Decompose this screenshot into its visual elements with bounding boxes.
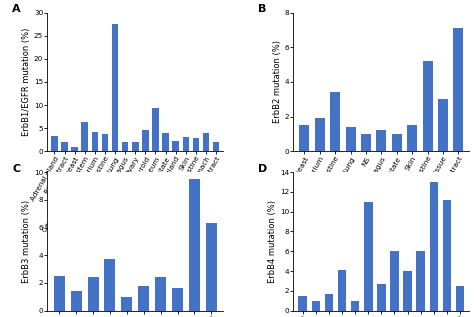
- Bar: [91, 132, 98, 151]
- Bar: [403, 271, 412, 311]
- Bar: [155, 277, 166, 311]
- Bar: [454, 28, 464, 151]
- Bar: [82, 122, 88, 151]
- Bar: [72, 147, 78, 151]
- Bar: [138, 286, 149, 311]
- Bar: [438, 99, 448, 151]
- Bar: [390, 251, 399, 311]
- Bar: [122, 142, 128, 151]
- Bar: [377, 284, 386, 311]
- Y-axis label: ErbB2 mutation (%): ErbB2 mutation (%): [273, 41, 282, 124]
- Bar: [364, 202, 373, 311]
- Bar: [132, 142, 138, 151]
- Bar: [192, 138, 199, 151]
- Bar: [112, 24, 118, 151]
- Bar: [392, 134, 402, 151]
- Bar: [443, 200, 451, 311]
- Text: D: D: [258, 164, 268, 174]
- Bar: [376, 131, 386, 151]
- Bar: [299, 296, 307, 311]
- Bar: [88, 277, 99, 311]
- Bar: [299, 125, 310, 151]
- Bar: [351, 301, 359, 311]
- Bar: [102, 134, 108, 151]
- Bar: [121, 297, 132, 311]
- Bar: [213, 142, 219, 151]
- Bar: [162, 133, 169, 151]
- Text: C: C: [12, 164, 20, 174]
- Bar: [407, 125, 417, 151]
- Bar: [423, 61, 433, 151]
- Bar: [152, 108, 159, 151]
- Bar: [361, 134, 371, 151]
- Bar: [182, 137, 189, 151]
- Bar: [417, 251, 425, 311]
- Bar: [104, 259, 116, 311]
- Y-axis label: ErbB3 mutation (%): ErbB3 mutation (%): [22, 200, 31, 283]
- Bar: [172, 288, 183, 311]
- Bar: [325, 294, 333, 311]
- Bar: [203, 133, 210, 151]
- Bar: [189, 179, 200, 311]
- Y-axis label: ErbB1/EGFR mutation (%): ErbB1/EGFR mutation (%): [22, 28, 31, 136]
- Bar: [346, 127, 356, 151]
- Bar: [315, 118, 325, 151]
- Bar: [330, 92, 340, 151]
- Bar: [54, 276, 65, 311]
- Text: A: A: [12, 4, 21, 14]
- Bar: [142, 130, 149, 151]
- Bar: [429, 182, 438, 311]
- Bar: [206, 223, 217, 311]
- Bar: [61, 142, 68, 151]
- Text: B: B: [258, 4, 267, 14]
- Bar: [71, 291, 82, 311]
- Bar: [51, 137, 58, 151]
- Bar: [456, 286, 465, 311]
- Bar: [338, 270, 346, 311]
- Y-axis label: ErbB4 mutation (%): ErbB4 mutation (%): [268, 200, 277, 283]
- Bar: [173, 141, 179, 151]
- Bar: [311, 301, 320, 311]
